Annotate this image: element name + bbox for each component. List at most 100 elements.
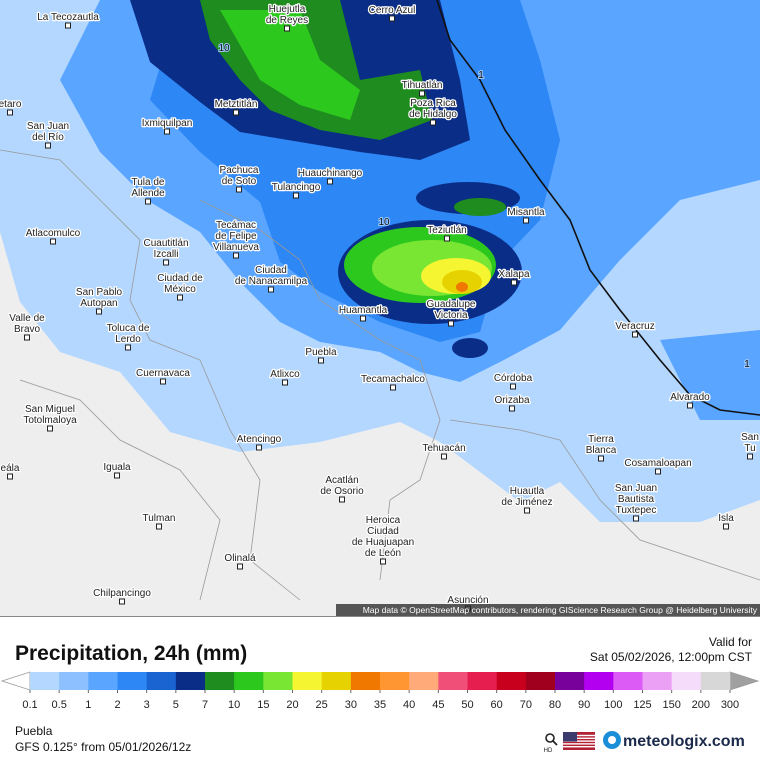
place-label: Huauchinango (298, 168, 363, 179)
place-label: Cuernavaca (136, 368, 190, 379)
place-marker (163, 259, 169, 266)
place-marker (24, 334, 30, 341)
attribution-bg (336, 604, 760, 616)
legend-swatch (496, 672, 527, 690)
place-label: Pachuca (220, 165, 259, 176)
place-label: Tehuacán (422, 443, 465, 454)
place-label: del Río (32, 132, 64, 143)
place-label: Cerro Azul (369, 5, 416, 16)
legend-swatch (467, 672, 497, 690)
place-marker (339, 496, 345, 503)
brand[interactable]: meteologix.com (623, 733, 745, 750)
precip-area (454, 198, 506, 216)
legend-label: 150 (662, 699, 680, 711)
place-marker (268, 286, 274, 293)
legend-swatch (117, 672, 147, 690)
place-label: Cuautitlán (143, 238, 188, 249)
legend-swatch (700, 672, 731, 690)
contour-label: 1 (744, 359, 750, 370)
place-marker (160, 378, 166, 385)
place-marker (448, 320, 454, 327)
place-label: Tula de (132, 177, 165, 188)
legend-swatch (613, 672, 643, 690)
contour-label: 10 (378, 217, 390, 228)
place-marker (318, 357, 324, 364)
place-label: de Soto (222, 176, 257, 187)
place-label: etaro (0, 99, 22, 110)
place-label: San Miguel (25, 404, 75, 415)
legend-label: 200 (692, 699, 710, 711)
legend-label: 1 (85, 699, 91, 711)
attribution: Map data © OpenStreetMap contributors, r… (363, 605, 758, 615)
legend-label: 50 (461, 699, 473, 711)
hd-label: HD (544, 748, 553, 754)
place-marker (598, 455, 604, 462)
place-label: Iguala (103, 462, 131, 473)
place-marker (360, 315, 366, 322)
place-marker (723, 523, 729, 530)
place-label: Puebla (305, 347, 337, 358)
legend-swatch (350, 672, 381, 690)
title: Precipitation, 24h (mm) (15, 642, 247, 665)
place-label: Tierra (588, 434, 614, 445)
place-marker (430, 119, 436, 126)
legend-swatch (555, 672, 585, 690)
place-marker (177, 294, 183, 301)
place-marker (524, 507, 530, 514)
place-label: Ixmiquilpan (142, 118, 193, 129)
legend-swatch (642, 672, 672, 690)
flag[interactable] (563, 732, 595, 750)
place-label: Orizaba (494, 395, 529, 406)
place-label: Villanueva (213, 242, 259, 253)
place-label: Blanca (586, 445, 617, 456)
legend-label: 20 (286, 699, 298, 711)
place-marker (509, 405, 515, 412)
place-label: Heroica (366, 515, 401, 526)
legend-swatch (263, 672, 293, 690)
place-label: de Osorio (320, 486, 364, 497)
legend-label: 25 (316, 699, 328, 711)
place-label: Ciudad de (157, 273, 203, 284)
place-label: Valle de (9, 313, 45, 324)
place-label: San Juan (27, 121, 69, 132)
legend-label: 80 (549, 699, 561, 711)
legend-swatch (525, 672, 556, 690)
place-label: Bravo (14, 324, 41, 335)
place-label: Metztitlán (215, 99, 258, 110)
legend-label: 3 (144, 699, 150, 711)
place-marker (419, 90, 425, 97)
place-label: Tecámac (216, 220, 256, 231)
logo (608, 736, 616, 744)
legend-over (729, 671, 760, 691)
place-label: Chilpancingo (93, 588, 151, 599)
legend-swatch (146, 672, 177, 690)
place-marker (45, 142, 51, 149)
place-label: de Nanacamilpa (235, 276, 308, 287)
place-label: Huautla (510, 486, 545, 497)
place-label: San Pablo (76, 287, 123, 298)
place-marker (380, 558, 386, 565)
place-label: Tihuatlán (402, 80, 443, 91)
place-marker (523, 217, 529, 224)
legend-swatch (205, 672, 235, 690)
legend-label: 100 (604, 699, 622, 711)
place-label: Tulman (143, 513, 176, 524)
place-label: Alvarado (670, 392, 710, 403)
legend-label: 35 (374, 699, 386, 711)
place-label: eála (1, 463, 20, 474)
place-marker (7, 473, 13, 480)
place-label: Huamantla (339, 305, 388, 316)
place-marker (237, 563, 243, 570)
place-marker (633, 515, 639, 522)
place-label: Teziutlán (427, 225, 466, 236)
place-label: Tu (744, 443, 755, 454)
place-label: Atlacomulco (26, 228, 81, 239)
zoom-icon[interactable] (545, 733, 555, 743)
coastline (436, 0, 760, 416)
precip-area (452, 338, 488, 358)
precip-area (220, 10, 360, 120)
borders (0, 149, 760, 601)
place-marker (47, 425, 53, 432)
place-label: Poza Rica (410, 98, 456, 109)
